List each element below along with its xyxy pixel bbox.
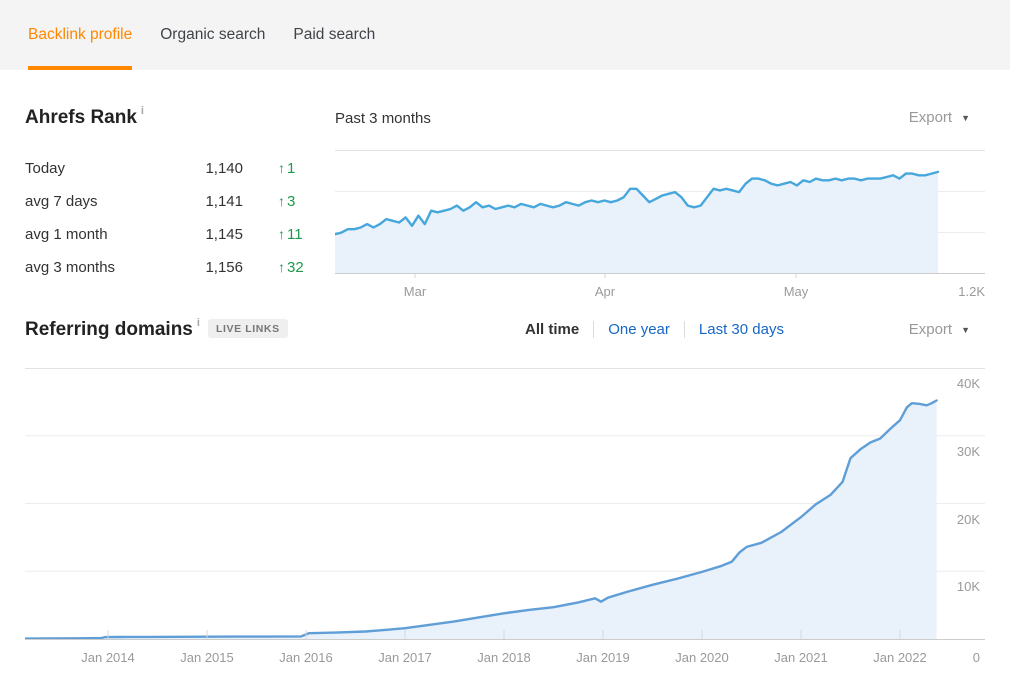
referring-domains-chart[interactable]: 40K 30K 20K 10K Jan 2014 Jan 2015 Jan 2016 Jan … (25, 368, 985, 673)
ahrefs-rank-title: Ahrefs Rank i (25, 105, 144, 129)
x-axis-label: Jan 2020 (675, 650, 729, 665)
stat-value: 1,140 (205, 160, 243, 177)
y-axis-label: 20K (956, 512, 980, 527)
x-axis-label: Jan 2022 (873, 650, 927, 665)
x-axis-label: Jan 2014 (81, 650, 135, 665)
rank-export-button[interactable]: Export ▼ (909, 109, 970, 126)
export-label: Export (908, 109, 953, 126)
up-arrow-icon: ↑ (278, 226, 285, 242)
x-axis-label: May (783, 284, 809, 299)
stat-row-today: Today 1,140 ↑ 1 (25, 152, 315, 185)
stat-value: 1,141 (205, 193, 243, 210)
tab-bar: Backlink profile Organic search Paid sea… (0, 0, 1010, 70)
referring-domains-title-text: Referring domains (25, 319, 193, 340)
chevron-down-icon: ▼ (961, 112, 970, 123)
tab-backlink-profile[interactable]: Backlink profile (28, 0, 133, 70)
ahrefs-rank-chart[interactable]: Mar Apr May 1.2K (335, 150, 985, 300)
y-axis-corner-label: 1.2K (958, 284, 985, 299)
stat-label: avg 3 months (25, 259, 116, 276)
tab-paid-search[interactable]: Paid search (293, 26, 376, 43)
x-axis-label: Apr (594, 284, 616, 299)
stat-row-avg-1-month: avg 1 month 1,145 ↑ 11 (25, 218, 315, 251)
stat-delta: ↑ 11 (278, 226, 303, 243)
info-icon: i (196, 317, 200, 329)
time-range-selector: All time One year Last 30 days (511, 321, 798, 338)
tab-organic-search[interactable]: Organic search (160, 26, 266, 43)
info-icon: i (140, 105, 144, 117)
live-links-badge: LIVE LINKS (207, 319, 288, 338)
range-one-year[interactable]: One year (608, 321, 670, 338)
x-axis-label: Jan 2018 (477, 650, 531, 665)
stat-delta: ↑ 1 (278, 160, 296, 177)
x-axis-label: Jan 2016 (279, 650, 333, 665)
y-axis-corner-label: 0 (972, 650, 980, 665)
stat-delta: ↑ 3 (278, 193, 296, 210)
up-arrow-icon: ↑ (278, 193, 285, 209)
chevron-down-icon: ▼ (961, 324, 970, 335)
up-arrow-icon: ↑ (278, 160, 285, 176)
stat-label: avg 7 days (25, 193, 98, 210)
x-axis-label: Jan 2019 (576, 650, 630, 665)
stat-delta: ↑ 32 (278, 259, 304, 276)
ahrefs-rank-title-text: Ahrefs Rank (25, 107, 137, 128)
stat-label: avg 1 month (25, 226, 108, 243)
divider (683, 321, 685, 338)
up-arrow-icon: ↑ (278, 259, 285, 275)
referring-export-button[interactable]: Export ▼ (909, 321, 970, 338)
range-last-30-days[interactable]: Last 30 days (698, 321, 784, 338)
ahrefs-rank-stats: Today 1,140 ↑ 1 avg 7 days 1,141 ↑ 3 avg 1… (25, 152, 315, 284)
divider (593, 321, 595, 338)
y-axis-label: 10K (956, 579, 980, 594)
referring-domains-title: Referring domains i LIVE LINKS (25, 317, 288, 341)
stat-value: 1,145 (205, 226, 243, 243)
rank-chart-range-label: Past 3 months (335, 110, 431, 127)
x-axis-label: Mar (403, 284, 427, 299)
y-axis-label: 40K (956, 376, 980, 391)
x-axis-label: Jan 2017 (378, 650, 432, 665)
x-axis-label: Jan 2021 (774, 650, 828, 665)
stat-row-avg-3-months: avg 3 months 1,156 ↑ 32 (25, 251, 315, 284)
y-axis-label: 30K (956, 444, 980, 459)
range-all-time[interactable]: All time (525, 321, 580, 338)
stat-row-avg-7-days: avg 7 days 1,141 ↑ 3 (25, 185, 315, 218)
stat-value: 1,156 (205, 259, 243, 276)
export-label: Export (908, 321, 953, 338)
stat-label: Today (25, 160, 66, 177)
x-axis-label: Jan 2015 (180, 650, 234, 665)
